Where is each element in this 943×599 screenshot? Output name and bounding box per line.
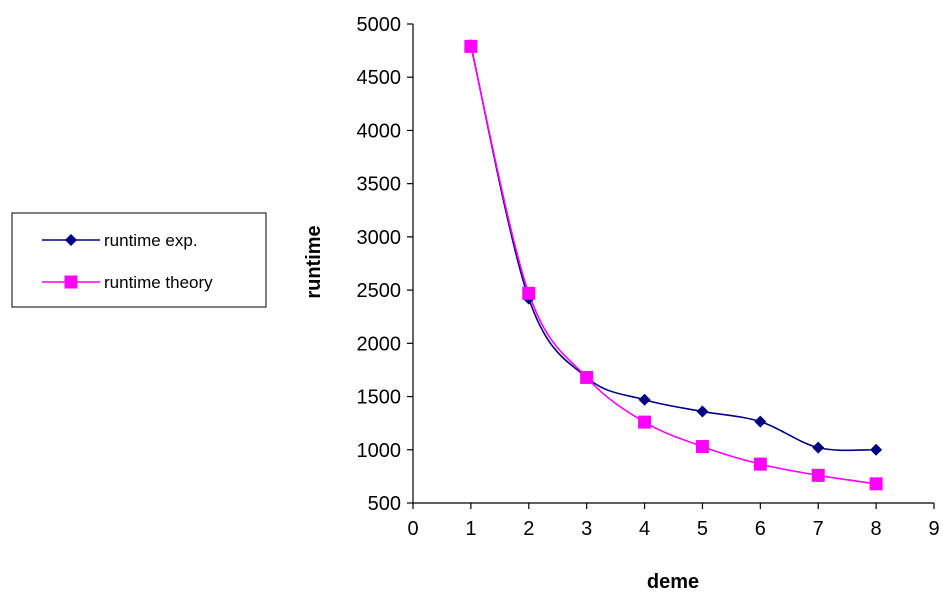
plot-area: 500100015002000250030003500400045005000 …	[357, 14, 940, 540]
series-1-point	[464, 39, 478, 53]
x-ticks: 0 1 2 3 4 5 6 7 8 9	[407, 503, 940, 540]
series-line-0	[470, 45, 877, 452]
legend-label-1: runtime theory	[104, 273, 213, 292]
x-tick-label: 6	[755, 518, 766, 540]
y-tick-label: 2000	[357, 333, 402, 355]
x-tick-label: 8	[871, 518, 882, 540]
series-1-point	[638, 415, 652, 429]
x-tick-label: 3	[581, 518, 592, 540]
y-tick-label: 5000	[357, 14, 402, 36]
legend-box	[11, 212, 267, 308]
series-line-1	[470, 46, 877, 485]
legend-marker-1	[64, 275, 78, 289]
y-tick-label: 1500	[357, 387, 402, 409]
y-tick-label: 1000	[357, 440, 402, 462]
y-tick-label: 3500	[357, 174, 402, 196]
y-tick-label: 4000	[357, 120, 402, 142]
y-tick-label: 500	[368, 493, 401, 515]
series-0-point	[870, 443, 883, 456]
x-tick-label: 5	[697, 518, 708, 540]
legend-label-0: runtime exp.	[104, 231, 198, 250]
y-axis-title: runtime	[303, 225, 325, 298]
x-tick-label: 7	[813, 518, 824, 540]
y-tick-label: 2500	[357, 280, 402, 302]
series-0-point	[696, 405, 709, 418]
y-tick-label: 3000	[357, 227, 402, 249]
legend-marker-0	[65, 234, 77, 246]
x-tick-label: 4	[639, 518, 650, 540]
series-0-point	[638, 393, 651, 406]
series-1-point	[869, 477, 883, 491]
series-1-point	[522, 286, 536, 300]
series-1-point	[580, 370, 594, 384]
y-tick-label: 4500	[357, 67, 402, 89]
series-markers	[464, 39, 883, 491]
x-tick-label: 2	[523, 518, 534, 540]
x-tick-label: 0	[407, 518, 418, 540]
y-ticks: 500 1000 1500 2000 2500 3000 3500 4000 4500 5000	[357, 14, 413, 515]
series-1-point	[695, 440, 709, 454]
series-1-point	[753, 457, 767, 471]
series-0-point	[754, 415, 767, 428]
series-1-point	[811, 468, 825, 482]
series-lines	[470, 45, 877, 485]
x-tick-label: 1	[465, 518, 476, 540]
series-0-point	[812, 441, 825, 454]
legend: runtime exp. runtime theory	[11, 212, 267, 308]
legend-items: runtime exp. runtime theory	[42, 231, 213, 292]
x-axis-title: deme	[647, 571, 699, 593]
x-tick-label: 9	[928, 518, 939, 540]
